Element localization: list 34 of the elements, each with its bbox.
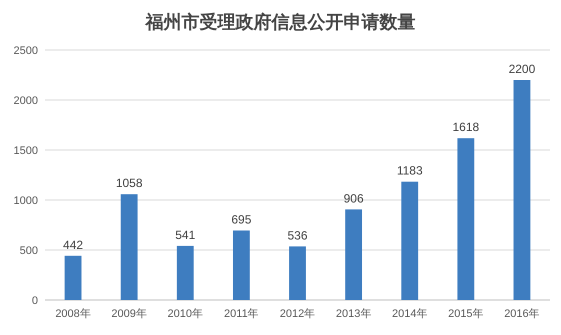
x-tick-label: 2012年	[280, 308, 316, 320]
bar	[176, 246, 194, 300]
chart-title: 福州市受理政府信息公开申请数量	[144, 12, 416, 32]
x-tick-label: 2011年	[224, 308, 259, 320]
bar	[457, 138, 474, 300]
bar	[514, 80, 530, 300]
data-label: 2200	[508, 62, 536, 76]
bar	[345, 209, 362, 300]
x-tick-label: 2015年	[448, 308, 484, 320]
data-label: 536	[287, 228, 308, 242]
bar	[289, 246, 306, 300]
data-label: 695	[231, 212, 252, 226]
x-tick-label: 2008年	[55, 308, 91, 320]
y-tick-label: 0	[32, 295, 38, 307]
data-label: 541	[175, 228, 196, 242]
x-tick-label: 2013年	[336, 308, 372, 320]
bar	[232, 230, 250, 300]
data-label: 1618	[452, 120, 480, 134]
y-tick-label: 2500	[14, 45, 38, 57]
data-label: 442	[63, 238, 84, 252]
bar	[401, 182, 418, 300]
data-label: 1183	[396, 164, 423, 178]
x-tick-label: 2016年	[504, 308, 540, 320]
x-tick-label: 2010年	[168, 308, 204, 320]
bar	[64, 256, 82, 300]
y-tick-label: 1500	[14, 145, 38, 157]
x-tick-label: 2014年	[392, 308, 428, 320]
x-tick-label: 2009年	[111, 308, 147, 320]
bar	[120, 194, 138, 300]
y-tick-label: 2000	[14, 95, 38, 107]
data-label: 1058	[116, 176, 143, 190]
y-tick-label: 1000	[14, 195, 38, 207]
y-tick-label: 500	[20, 245, 38, 257]
data-label: 906	[344, 191, 364, 206]
